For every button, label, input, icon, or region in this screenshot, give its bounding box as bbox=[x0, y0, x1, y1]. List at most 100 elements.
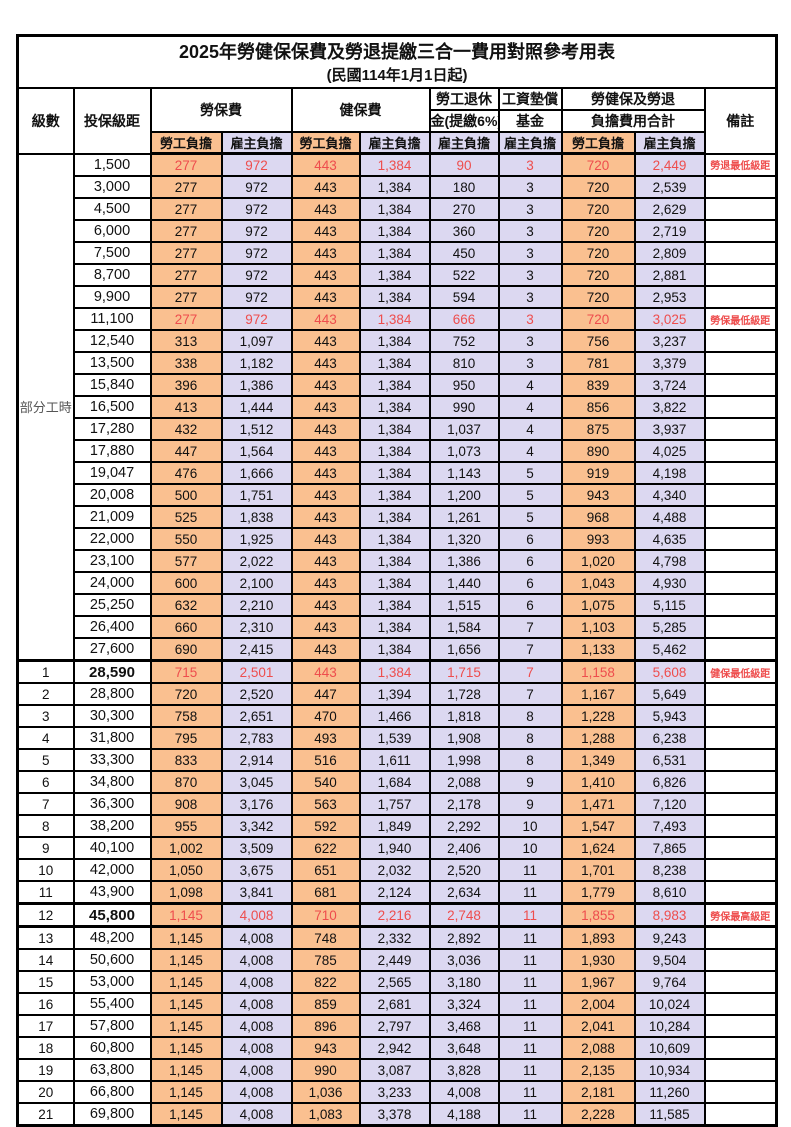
pension-employer-cell: 360 bbox=[428, 219, 500, 243]
table-row: 14 50,600 1,145 4,008 785 2,449 3,036 11 1,930 9,… bbox=[16, 948, 778, 972]
labor-employer-cell: 2,100 bbox=[220, 571, 293, 595]
labor-employee-cell: 500 bbox=[149, 483, 223, 507]
total-employee-cell: 1,701 bbox=[560, 858, 636, 882]
health-employer-cell: 1,384 bbox=[358, 219, 431, 243]
total-employer-cell: 8,983 bbox=[633, 902, 706, 928]
labor-employee-cell: 277 bbox=[149, 175, 223, 199]
remark-cell bbox=[703, 1102, 778, 1127]
table-row: 2 28,800 720 2,520 447 1,394 1,728 7 1,167 5,649 bbox=[16, 682, 778, 706]
remark-cell bbox=[703, 682, 778, 706]
remark-cell bbox=[703, 880, 778, 905]
health-employer-cell: 1,384 bbox=[358, 571, 431, 595]
labor-employer-cell: 2,415 bbox=[220, 637, 293, 662]
bracket-cell: 66,800 bbox=[72, 1080, 152, 1104]
health-employee-cell: 540 bbox=[290, 770, 361, 794]
labor-employer-cell: 1,564 bbox=[220, 439, 293, 463]
pension-employer-cell: 4,008 bbox=[428, 1080, 500, 1104]
total-employee-cell: 919 bbox=[560, 461, 636, 485]
table-row: 22,000 550 1,925 443 1,384 1,320 6 993 4,635 bbox=[18, 527, 778, 551]
table-row: 6,000 277 972 443 1,384 360 3 720 2,719 bbox=[18, 219, 778, 243]
wage-fund-employer-cell: 6 bbox=[497, 571, 563, 595]
table-row: 11,100 277 972 443 1,384 666 3 720 3,025 勞保最低級距 bbox=[18, 307, 778, 331]
health-employee-cell: 443 bbox=[290, 417, 361, 441]
labor-employer-cell: 3,509 bbox=[220, 836, 293, 860]
total-employer-cell: 2,629 bbox=[633, 197, 706, 221]
wage-fund-employer-cell: 3 bbox=[497, 285, 563, 309]
pension-employer-cell: 1,818 bbox=[428, 704, 500, 728]
premium-reference-table: 2025年勞健保保費及勞退提繳三合一費用對照參考用表 (民國114年1月1日起)… bbox=[16, 34, 779, 1127]
labor-employer-cell: 1,444 bbox=[220, 395, 293, 419]
wage-fund-employer-cell: 11 bbox=[497, 902, 563, 928]
labor-employer-cell: 972 bbox=[220, 219, 293, 243]
bracket-cell: 8,700 bbox=[72, 263, 152, 287]
health-employer-cell: 1,384 bbox=[358, 241, 431, 265]
labor-employee-cell: 795 bbox=[149, 726, 223, 750]
labor-employee-cell: 720 bbox=[149, 682, 223, 706]
health-employee-cell: 822 bbox=[290, 970, 361, 994]
total-employee-cell: 2,135 bbox=[560, 1058, 636, 1082]
health-employee-cell: 443 bbox=[290, 285, 361, 309]
total-employer-cell: 7,493 bbox=[633, 814, 706, 838]
remark-cell bbox=[703, 1014, 778, 1038]
total-employee-cell: 1,547 bbox=[560, 814, 636, 838]
health-employer-cell: 3,087 bbox=[358, 1058, 431, 1082]
total-employer-cell: 10,609 bbox=[633, 1036, 706, 1060]
total-employee-cell: 1,020 bbox=[560, 549, 636, 573]
health-employee-cell: 443 bbox=[290, 351, 361, 375]
wage-fund-employer-cell: 3 bbox=[497, 307, 563, 331]
total-employee-cell: 2,228 bbox=[560, 1102, 636, 1127]
pension-employer-cell: 270 bbox=[428, 197, 500, 221]
labor-employer-cell: 4,008 bbox=[220, 992, 293, 1016]
col-header-wage-fund-line2: 基金 bbox=[497, 109, 563, 133]
remark-cell bbox=[703, 197, 778, 221]
col-header-labor-insurance: 勞保費 bbox=[149, 87, 293, 133]
labor-employee-cell: 277 bbox=[149, 152, 223, 177]
bracket-cell: 4,500 bbox=[72, 197, 152, 221]
health-employee-cell: 443 bbox=[290, 307, 361, 331]
total-employer-cell: 6,238 bbox=[633, 726, 706, 750]
wage-fund-employer-cell: 6 bbox=[497, 527, 563, 551]
table-row: 24,000 600 2,100 443 1,384 1,440 6 1,043 4,930 bbox=[18, 571, 778, 595]
table-row: 4 31,800 795 2,783 493 1,539 1,908 8 1,288 6,238 bbox=[16, 726, 778, 750]
health-employer-cell: 1,384 bbox=[358, 659, 431, 684]
table-body: 部分工時 1,500 277 972 443 1,384 90 3 720 2,449 勞退最低級距… bbox=[16, 152, 778, 1127]
wage-fund-employer-cell: 11 bbox=[497, 1058, 563, 1082]
total-employee-cell: 1,167 bbox=[560, 682, 636, 706]
table-row: 8 38,200 955 3,342 592 1,849 2,292 10 1,547 7,493 bbox=[16, 814, 778, 838]
total-employer-cell: 10,284 bbox=[633, 1014, 706, 1038]
labor-employee-cell: 690 bbox=[149, 637, 223, 662]
total-employer-cell: 10,934 bbox=[633, 1058, 706, 1082]
table-row: 6 34,800 870 3,045 540 1,684 2,088 9 1,410 6,826 bbox=[16, 770, 778, 794]
remark-cell bbox=[703, 992, 778, 1016]
page-title: 2025年勞健保保費及勞退提繳三合一費用對照參考用表 bbox=[179, 41, 616, 62]
total-employee-cell: 720 bbox=[560, 175, 636, 199]
total-employer-cell: 3,025 bbox=[633, 307, 706, 331]
pension-employer-cell: 3,468 bbox=[428, 1014, 500, 1038]
table-row: 10 42,000 1,050 3,675 651 2,032 2,520 11 1,701 8,… bbox=[16, 858, 778, 882]
header-row-1: 級數 投保級距 勞保費 健保費 勞工退休 工資墊償 勞健保及勞退 備註 bbox=[16, 87, 778, 155]
health-employer-cell: 1,384 bbox=[358, 175, 431, 199]
health-employer-cell: 1,384 bbox=[358, 593, 431, 617]
wage-fund-employer-cell: 3 bbox=[497, 263, 563, 287]
labor-employee-cell: 277 bbox=[149, 307, 223, 331]
pension-employer-cell: 90 bbox=[428, 152, 500, 177]
subheader-labor-employee: 勞工負擔 bbox=[149, 131, 223, 155]
table-row: 23,100 577 2,022 443 1,384 1,386 6 1,020 4,798 bbox=[18, 549, 778, 573]
table-row: 16,500 413 1,444 443 1,384 990 4 856 3,822 bbox=[18, 395, 778, 419]
wage-fund-employer-cell: 5 bbox=[497, 483, 563, 507]
health-employee-cell: 651 bbox=[290, 858, 361, 882]
level-cell: 14 bbox=[16, 948, 75, 972]
pension-employer-cell: 1,440 bbox=[428, 571, 500, 595]
total-employee-cell: 1,349 bbox=[560, 748, 636, 772]
health-employee-cell: 447 bbox=[290, 682, 361, 706]
remark-cell bbox=[703, 219, 778, 243]
health-employee-cell: 443 bbox=[290, 329, 361, 353]
health-employee-cell: 443 bbox=[290, 373, 361, 397]
health-employer-cell: 1,384 bbox=[358, 615, 431, 639]
labor-employee-cell: 1,145 bbox=[149, 1102, 223, 1127]
bracket-cell: 11,100 bbox=[72, 307, 152, 331]
pension-employer-cell: 1,656 bbox=[428, 637, 500, 662]
remark-cell bbox=[703, 483, 778, 507]
remark-cell bbox=[703, 970, 778, 994]
subheader-health-employer: 雇主負擔 bbox=[358, 131, 431, 155]
